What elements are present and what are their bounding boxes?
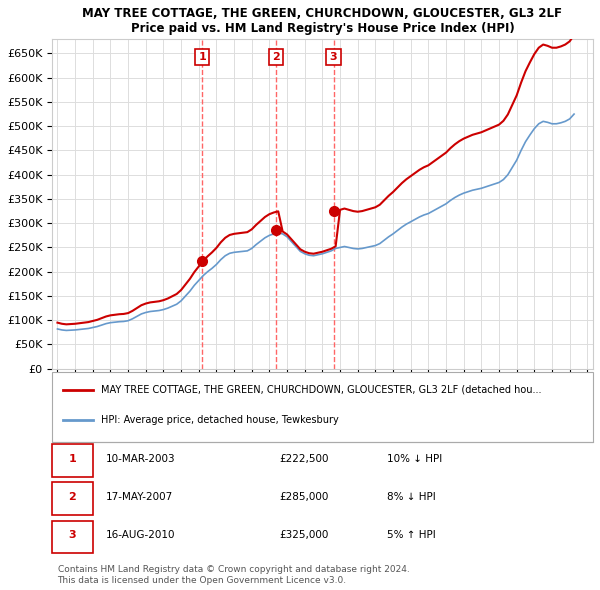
Text: 2: 2 — [272, 52, 280, 62]
Text: £285,000: £285,000 — [279, 492, 329, 502]
Text: Contains HM Land Registry data © Crown copyright and database right 2024.
This d: Contains HM Land Registry data © Crown c… — [58, 565, 409, 585]
Text: 10% ↓ HPI: 10% ↓ HPI — [387, 454, 442, 464]
Title: MAY TREE COTTAGE, THE GREEN, CHURCHDOWN, GLOUCESTER, GL3 2LF
Price paid vs. HM L: MAY TREE COTTAGE, THE GREEN, CHURCHDOWN,… — [82, 7, 562, 35]
Text: £325,000: £325,000 — [279, 530, 329, 540]
Text: 16-AUG-2010: 16-AUG-2010 — [106, 530, 176, 540]
Text: 8% ↓ HPI: 8% ↓ HPI — [387, 492, 436, 502]
Text: 3: 3 — [330, 52, 337, 62]
FancyBboxPatch shape — [52, 372, 593, 441]
Text: HPI: Average price, detached house, Tewkesbury: HPI: Average price, detached house, Tewk… — [101, 415, 338, 425]
Text: £222,500: £222,500 — [279, 454, 329, 464]
Text: 5% ↑ HPI: 5% ↑ HPI — [387, 530, 436, 540]
FancyBboxPatch shape — [52, 444, 93, 477]
FancyBboxPatch shape — [52, 520, 93, 553]
Text: 1: 1 — [68, 454, 76, 464]
Text: 10-MAR-2003: 10-MAR-2003 — [106, 454, 176, 464]
Text: 3: 3 — [68, 530, 76, 540]
Text: 2: 2 — [68, 492, 76, 502]
FancyBboxPatch shape — [52, 482, 93, 515]
Text: 1: 1 — [198, 52, 206, 62]
Text: MAY TREE COTTAGE, THE GREEN, CHURCHDOWN, GLOUCESTER, GL3 2LF (detached hou...: MAY TREE COTTAGE, THE GREEN, CHURCHDOWN,… — [101, 385, 541, 395]
Text: 17-MAY-2007: 17-MAY-2007 — [106, 492, 173, 502]
